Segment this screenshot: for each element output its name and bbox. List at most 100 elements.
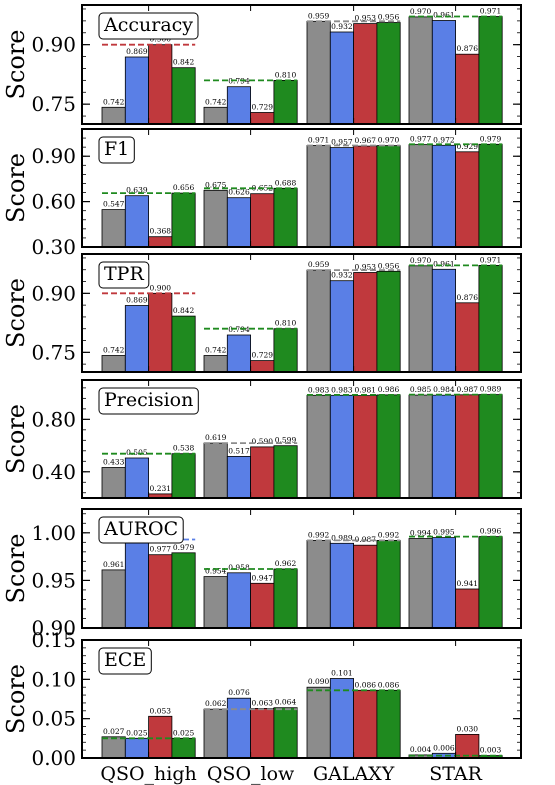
bar-value-label: 0.962: [275, 559, 297, 568]
bar-value-label: 0.025: [173, 728, 195, 737]
bar: [329, 31, 354, 125]
bar-value-label: 0.961: [433, 259, 454, 268]
y-tick-label: 0.90: [31, 144, 76, 168]
bar: [101, 209, 126, 248]
bar: [376, 394, 401, 499]
bar-value-label: 0.027: [103, 727, 125, 736]
bar-value-label: 0.971: [480, 255, 501, 264]
bar: [226, 455, 252, 499]
bar-value-label: 0.538: [173, 444, 195, 453]
bar: [171, 67, 196, 125]
bar: [273, 445, 298, 499]
bar: [203, 189, 228, 248]
bar: [226, 697, 252, 759]
y-tick-label: 0.80: [31, 407, 76, 431]
bar: [455, 734, 480, 759]
bar-value-label: 0.810: [275, 70, 297, 79]
bar-value-label: 0.064: [275, 698, 297, 707]
metric-title-box: ECE: [98, 647, 152, 675]
bar: [353, 23, 378, 125]
bar-value-label: 0.547: [103, 200, 125, 209]
bar-value-label: 0.090: [308, 677, 330, 686]
bar-value-label: 0.959: [308, 11, 330, 20]
bar: [353, 544, 378, 629]
y-tick-label: 0.95: [31, 568, 76, 592]
x-tick-label: QSO_high: [100, 763, 196, 785]
bar: [478, 16, 503, 125]
bar-value-label: 0.985: [410, 385, 432, 394]
bar-value-label: 0.599: [275, 436, 297, 445]
bar: [353, 272, 378, 373]
bar-value-label: 0.956: [378, 13, 400, 22]
bar-value-label: 0.794: [228, 325, 250, 334]
y-axis-label: Score: [2, 153, 30, 223]
metric-title-frame: [98, 516, 184, 544]
bar-value-label: 0.004: [410, 745, 432, 754]
bar-value-label: 0.970: [410, 256, 432, 265]
y-axis-label: Score: [2, 664, 30, 734]
bar-value-label: 0.989: [480, 385, 502, 394]
bar: [455, 151, 480, 248]
bar: [124, 539, 150, 629]
bar: [376, 689, 401, 759]
bar: [329, 147, 354, 248]
y-tick-label: 0.90: [31, 33, 76, 57]
bar-value-label: 0.006: [433, 743, 455, 752]
y-tick-label: 0.75: [31, 92, 76, 116]
bar-value-label: 0.729: [252, 351, 274, 360]
bar-value-label: 0.967: [355, 136, 377, 145]
bar-value-label: 0.977: [150, 545, 172, 554]
x-tick-label: GALAXY: [313, 763, 395, 785]
metric-title: Accuracy: [103, 14, 193, 36]
bar-value-label: 0.742: [103, 97, 125, 106]
bar-value-label: 0.983: [308, 385, 330, 394]
metric-title-frame: [98, 387, 199, 415]
bar: [408, 144, 433, 248]
bar: [148, 236, 173, 248]
bar-value-label: 0.876: [457, 44, 479, 53]
chart-panel-precision: 0.433 0.619 0.983 0.985 0.505 0.517 0.983 0.984…: [2, 379, 522, 499]
bar: [250, 708, 275, 759]
bar: [203, 708, 228, 759]
bar-value-label: 0.900: [150, 283, 172, 292]
y-axis-label: Score: [2, 533, 30, 603]
axes-frame: [81, 379, 522, 499]
bar: [226, 334, 252, 373]
bar-value-label: 0.992: [308, 530, 330, 539]
bar-value-label: 0.063: [252, 698, 274, 707]
metric-title-frame: [98, 12, 199, 40]
bar: [306, 394, 331, 499]
bar: [306, 269, 331, 373]
bar: [124, 305, 150, 373]
bar-value-label: 0.932: [331, 271, 353, 280]
bar: [306, 540, 331, 629]
bar: [226, 86, 252, 125]
y-tick-label: 1.00: [31, 521, 76, 545]
bar: [148, 715, 173, 759]
bar: [353, 689, 378, 759]
bar: [124, 457, 150, 499]
bar-value-label: 0.433: [103, 458, 125, 467]
bar: [124, 56, 150, 125]
bar: [273, 328, 298, 373]
bar: [431, 268, 456, 373]
metric-title: Precision: [104, 389, 193, 411]
bar: [226, 572, 252, 629]
bar-value-label: 0.517: [228, 446, 250, 455]
metric-title-frame: [98, 136, 135, 164]
bar-value-label: 0.961: [433, 11, 454, 20]
axes-frame: [81, 128, 522, 248]
metric-title: ECE: [104, 649, 146, 671]
bar: [329, 280, 354, 373]
y-axis-label: Score: [2, 29, 30, 99]
y-axis-label: Score: [2, 404, 30, 474]
bar: [101, 736, 126, 759]
bar: [226, 197, 252, 248]
bar-value-label: 0.932: [331, 22, 353, 31]
bar-value-label: 0.742: [205, 97, 227, 106]
bar: [148, 554, 173, 629]
bar-value-label: 0.994: [410, 529, 432, 538]
bar: [408, 394, 433, 499]
bar-value-label: 0.981: [355, 386, 376, 395]
